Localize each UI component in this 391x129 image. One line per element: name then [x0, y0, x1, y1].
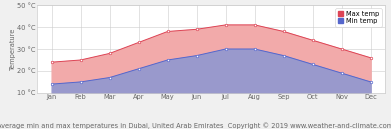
- Legend: Max temp, Min temp: Max temp, Min temp: [335, 9, 382, 27]
- Text: Average min and max temperatures in Dubai, United Arab Emirates  Copyright © 201: Average min and max temperatures in Duba…: [0, 122, 391, 129]
- Y-axis label: Temperature: Temperature: [10, 28, 16, 70]
